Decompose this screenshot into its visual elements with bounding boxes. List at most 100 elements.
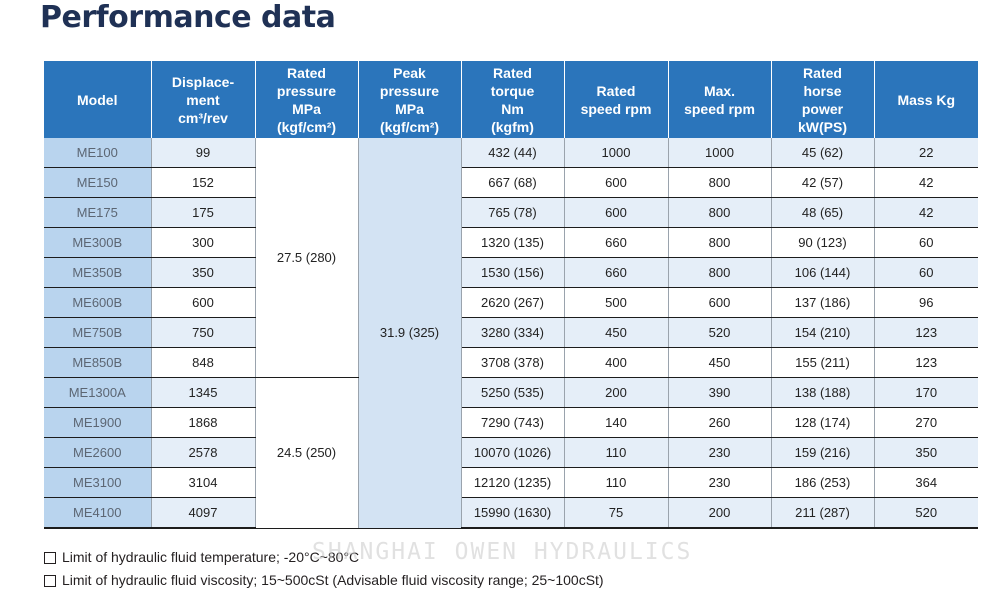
model-cell: ME600B xyxy=(44,287,152,318)
model-cell: ME850B xyxy=(44,347,152,378)
header-rated-torque: Rated torque Nm (kgfm) xyxy=(461,61,565,138)
model-cell: ME3100 xyxy=(44,467,152,498)
page-title: Performance data xyxy=(40,0,336,35)
torque-cell: 2620 (267) xyxy=(461,287,565,318)
rated-speed-cell: 500 xyxy=(564,287,669,318)
table-row: ME850B 848 3708 (378) 400 450 155 (211) … xyxy=(44,347,978,378)
mass-cell: 42 xyxy=(874,167,978,198)
note-temperature: Limit of hydraulic fluid temperature; -2… xyxy=(62,549,360,565)
model-cell: ME2600 xyxy=(44,437,152,468)
model-cell: ME150 xyxy=(44,167,152,198)
torque-cell: 667 (68) xyxy=(461,167,565,198)
model-cell: ME1900 xyxy=(44,407,152,438)
power-cell: 155 (211) xyxy=(771,347,875,378)
model-cell: ME750B xyxy=(44,317,152,348)
max-speed-cell: 800 xyxy=(668,257,772,288)
rated-speed-cell: 660 xyxy=(564,257,669,288)
displacement-cell: 1345 xyxy=(151,377,256,408)
table-row: ME1900 1868 7290 (743) 140 260 128 (174)… xyxy=(44,407,978,438)
mass-cell: 364 xyxy=(874,467,978,498)
table-row: ME4100 4097 15990 (1630) 75 200 211 (287… xyxy=(44,497,978,529)
rated-speed-cell: 600 xyxy=(564,197,669,228)
checkbox-square-icon xyxy=(44,574,56,587)
rated-speed-cell: 140 xyxy=(564,407,669,438)
max-speed-cell: 520 xyxy=(668,317,772,348)
power-cell: 186 (253) xyxy=(771,467,875,498)
table-row: ME3100 3104 12120 (1235) 110 230 186 (25… xyxy=(44,467,978,498)
header-rated-pressure: Rated pressure MPa (kgf/cm²) xyxy=(255,61,359,138)
header-row: Model Displace-ment cm³/rev Rated pressure… xyxy=(44,61,978,138)
power-cell: 48 (65) xyxy=(771,197,875,228)
power-cell: 137 (186) xyxy=(771,287,875,318)
torque-cell: 3708 (378) xyxy=(461,347,565,378)
displacement-cell: 4097 xyxy=(151,497,256,529)
torque-cell: 432 (44) xyxy=(461,138,565,168)
rated-speed-cell: 400 xyxy=(564,347,669,378)
torque-cell: 10070 (1026) xyxy=(461,437,565,468)
power-cell: 159 (216) xyxy=(771,437,875,468)
note-viscosity: Limit of hydraulic fluid viscosity; 15~5… xyxy=(62,572,604,588)
mass-cell: 96 xyxy=(874,287,978,318)
torque-cell: 7290 (743) xyxy=(461,407,565,438)
mass-cell: 123 xyxy=(874,347,978,378)
max-speed-cell: 800 xyxy=(668,167,772,198)
power-cell: 211 (287) xyxy=(771,497,875,529)
displacement-cell: 600 xyxy=(151,287,256,318)
header-mass: Mass Kg xyxy=(874,61,978,138)
mass-cell: 170 xyxy=(874,377,978,408)
power-cell: 42 (57) xyxy=(771,167,875,198)
table-row: ME100 99 27.5 (280) 31.9 (325) 432 (44) … xyxy=(44,138,978,529)
model-cell: ME175 xyxy=(44,197,152,228)
table-row: ME175 175 765 (78) 600 800 48 (65) 42 xyxy=(44,197,978,228)
displacement-cell: 350 xyxy=(151,257,256,288)
max-speed-cell: 230 xyxy=(668,437,772,468)
displacement-cell: 152 xyxy=(151,167,256,198)
notes: Limit of hydraulic fluid temperature; -2… xyxy=(44,546,604,592)
torque-cell: 5250 (535) xyxy=(461,377,565,408)
torque-cell: 1530 (156) xyxy=(461,257,565,288)
header-peak-pressure: Peak pressure MPa (kgf/cm²) xyxy=(358,61,462,138)
peak-pressure-cell: 31.9 (325) xyxy=(358,138,462,529)
model-cell: ME350B xyxy=(44,257,152,288)
displacement-cell: 750 xyxy=(151,317,256,348)
displacement-cell: 99 xyxy=(151,138,256,168)
max-speed-cell: 800 xyxy=(668,227,772,258)
max-speed-cell: 600 xyxy=(668,287,772,318)
rated-speed-cell: 1000 xyxy=(564,138,669,168)
note-item: Limit of hydraulic fluid temperature; -2… xyxy=(44,546,604,569)
model-cell: ME300B xyxy=(44,227,152,258)
header-rated-speed: Rated speed rpm xyxy=(564,61,669,138)
rated-pressure-group1-cell: 27.5 (280) xyxy=(255,138,359,378)
table-row: ME150 152 667 (68) 600 800 42 (57) 42 xyxy=(44,167,978,198)
mass-cell: 60 xyxy=(874,257,978,288)
power-cell: 128 (174) xyxy=(771,407,875,438)
power-cell: 138 (188) xyxy=(771,377,875,408)
power-cell: 154 (210) xyxy=(771,317,875,348)
rated-speed-cell: 200 xyxy=(564,377,669,408)
power-cell: 45 (62) xyxy=(771,138,875,168)
model-cell: ME4100 xyxy=(44,497,152,529)
torque-cell: 15990 (1630) xyxy=(461,497,565,529)
max-speed-cell: 230 xyxy=(668,467,772,498)
mass-cell: 60 xyxy=(874,227,978,258)
max-speed-cell: 390 xyxy=(668,377,772,408)
header-rated-power: Rated horse power kW(PS) xyxy=(771,61,875,138)
max-speed-cell: 200 xyxy=(668,497,772,529)
mass-cell: 42 xyxy=(874,197,978,228)
table-row: ME300B 300 1320 (135) 660 800 90 (123) 6… xyxy=(44,227,978,258)
table-row: ME600B 600 2620 (267) 500 600 137 (186) … xyxy=(44,287,978,318)
displacement-cell: 848 xyxy=(151,347,256,378)
header-displacement: Displace-ment cm³/rev xyxy=(151,61,256,138)
max-speed-cell: 260 xyxy=(668,407,772,438)
rated-speed-cell: 450 xyxy=(564,317,669,348)
rated-pressure-group2-cell: 24.5 (250) xyxy=(255,377,359,529)
torque-cell: 12120 (1235) xyxy=(461,467,565,498)
rated-speed-cell: 600 xyxy=(564,167,669,198)
mass-cell: 520 xyxy=(874,497,978,529)
mass-cell: 270 xyxy=(874,407,978,438)
rated-speed-cell: 110 xyxy=(564,437,669,468)
model-cell: ME1300A xyxy=(44,377,152,408)
performance-table: Model Displace-ment cm³/rev Rated pressure… xyxy=(44,61,978,529)
displacement-cell: 175 xyxy=(151,197,256,228)
mass-cell: 350 xyxy=(874,437,978,468)
